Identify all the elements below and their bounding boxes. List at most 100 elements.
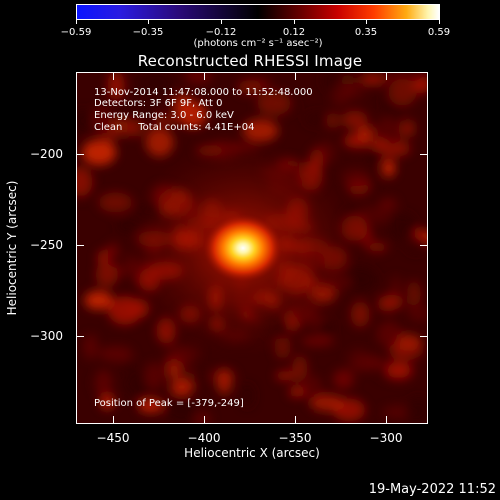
noise-blob	[402, 119, 415, 138]
noise-blob	[107, 73, 125, 101]
noise-blob	[275, 370, 295, 381]
noise-blob	[405, 396, 427, 423]
ytick-label: −300	[30, 329, 63, 343]
noise-blob	[240, 383, 254, 408]
colorbar-tick-label: −0.35	[132, 27, 164, 38]
noise-blob	[91, 106, 112, 136]
noise-blob	[385, 73, 420, 84]
noise-blob	[374, 116, 402, 146]
noise-blob	[326, 112, 340, 129]
xtick-label: −450	[96, 431, 130, 445]
colorbar-tick-label: 0.35	[354, 27, 378, 38]
noise-blob	[382, 159, 396, 178]
colorbar-tick	[148, 20, 149, 24]
noise-blob	[247, 78, 272, 91]
noise-blob	[376, 321, 402, 347]
noise-blob	[185, 73, 212, 85]
rhessi-image-svg	[77, 73, 427, 423]
rhessi-image	[76, 72, 428, 424]
noise-blob	[139, 102, 157, 131]
noise-blob	[350, 301, 370, 328]
noise-blob	[386, 363, 411, 378]
ytick	[76, 245, 84, 246]
noise-blob	[405, 235, 427, 254]
colorbar-tick-label: 0.59	[427, 27, 451, 38]
noise-blob	[388, 212, 417, 243]
time-range: 13-Nov-2014 11:47:08.000 to 11:52:48.000	[94, 87, 313, 98]
colorbar	[76, 4, 440, 20]
noise-blob	[407, 280, 421, 307]
xtick	[204, 72, 205, 80]
plot-title: Reconstructed RHESSI Image	[137, 52, 363, 70]
noise-blob	[193, 411, 211, 423]
ytick	[420, 154, 428, 155]
noise-blob	[389, 342, 424, 360]
colorbar-tick-label: −0.12	[205, 27, 237, 38]
energy-range: Energy Range: 3.0 - 6.0 keV	[94, 110, 234, 121]
colorbar-tick	[221, 20, 222, 24]
noise-blob	[95, 262, 118, 288]
clean-total-counts: Clean Total counts: 4.41E+04	[94, 122, 255, 133]
noise-blob	[144, 362, 164, 391]
xtick-label: −400	[187, 431, 221, 445]
ytick-label: −250	[30, 238, 63, 252]
xtick	[295, 72, 296, 80]
ytick-label: −200	[30, 147, 63, 161]
noise-blob	[242, 119, 279, 142]
y-axis-label: Heliocentric Y (arcsec)	[5, 180, 19, 316]
colorbar-tick	[439, 20, 440, 24]
noise-blob	[341, 84, 366, 100]
noise-blob	[77, 108, 90, 133]
noise-blob	[100, 394, 115, 410]
noise-blob	[310, 394, 344, 412]
x-axis-label: Heliocentric X (arcsec)	[184, 446, 320, 460]
ytick	[420, 245, 428, 246]
noise-blob	[77, 166, 93, 197]
colorbar-tick-label: −0.59	[60, 27, 92, 38]
noise-blob	[379, 198, 398, 210]
colorbar-units: (photons cm⁻² s⁻¹ asec⁻²)	[193, 38, 323, 49]
xtick	[295, 416, 296, 424]
noise-blob	[82, 139, 117, 166]
noise-blob	[288, 386, 306, 398]
noise-blob	[367, 242, 388, 253]
noise-blob	[166, 360, 182, 381]
noise-blob	[340, 168, 371, 186]
noise-blob	[370, 139, 387, 150]
xtick	[386, 72, 387, 80]
noise-blob	[217, 368, 232, 395]
date-stamp: 19-May-2022 11:52	[368, 482, 496, 497]
noise-blob	[333, 369, 354, 390]
noise-blob	[257, 90, 291, 116]
noise-blob	[119, 359, 136, 371]
flare-source	[203, 214, 283, 283]
detectors: Detectors: 3F 6F 9F, Att 0	[94, 98, 223, 109]
noise-blob	[170, 380, 194, 395]
noise-blob	[347, 348, 370, 373]
noise-blob	[359, 74, 386, 85]
noise-blob	[166, 394, 196, 423]
peak-position: Position of Peak = [-379,-249]	[94, 398, 244, 409]
noise-blob	[357, 125, 374, 142]
noise-blob	[304, 111, 330, 126]
ytick	[76, 336, 84, 337]
noise-blob	[356, 206, 392, 225]
noise-blob	[145, 128, 174, 157]
noise-blob	[138, 73, 174, 95]
xtick	[386, 416, 387, 424]
noise-blob	[168, 344, 202, 361]
noise-blob	[127, 119, 144, 137]
noise-blob	[84, 290, 113, 310]
noise-blob	[99, 346, 133, 362]
noise-blob	[98, 192, 133, 213]
noise-blob	[380, 294, 403, 310]
noise-blob	[342, 110, 368, 129]
xtick	[204, 416, 205, 424]
colorbar-tick	[76, 20, 77, 24]
noise-blob	[292, 355, 308, 382]
noise-blob	[108, 296, 142, 325]
ytick	[420, 336, 428, 337]
noise-blob	[82, 334, 98, 360]
colorbar-tick	[366, 20, 367, 24]
noise-blob	[137, 398, 164, 413]
